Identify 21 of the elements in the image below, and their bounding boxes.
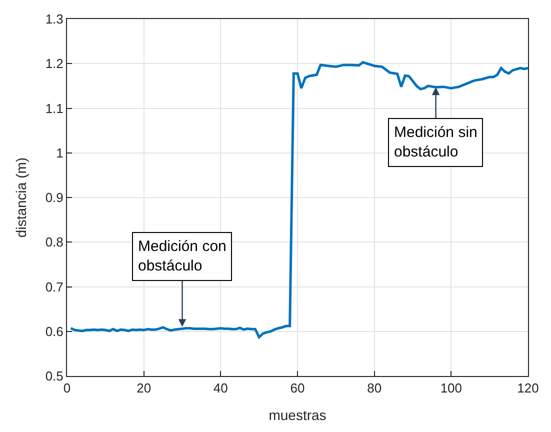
y-tick-label: 0.6 bbox=[45, 324, 64, 339]
x-tick-label: 20 bbox=[136, 380, 152, 396]
y-tick-label: 1.1 bbox=[45, 100, 64, 116]
y-tick-label: 0.8 bbox=[45, 234, 64, 250]
line-series bbox=[70, 61, 528, 338]
annotation: Medición con obstáculo bbox=[138, 238, 226, 274]
y-axis-title: distancia (m) bbox=[12, 157, 29, 238]
x-tick-label: 0 bbox=[63, 380, 71, 396]
x-tick-label: 40 bbox=[213, 380, 228, 396]
x-tick-label: 80 bbox=[367, 380, 382, 396]
y-tick-label: 0.5 bbox=[45, 368, 64, 384]
x-axis-title: muestras bbox=[268, 406, 326, 423]
y-tick-label: 0.7 bbox=[45, 279, 64, 294]
y-tick-label: 1.3 bbox=[45, 12, 64, 27]
y-tick-label: 1 bbox=[56, 145, 64, 160]
y-tick-label: 1.2 bbox=[45, 56, 64, 72]
x-tick-label: 100 bbox=[440, 380, 462, 396]
annotation: Medición sin obstáculo bbox=[394, 124, 478, 160]
x-tick-label: 120 bbox=[517, 380, 539, 396]
y-tick-label: 0.9 bbox=[45, 190, 64, 206]
x-tick-label: 60 bbox=[290, 380, 305, 396]
